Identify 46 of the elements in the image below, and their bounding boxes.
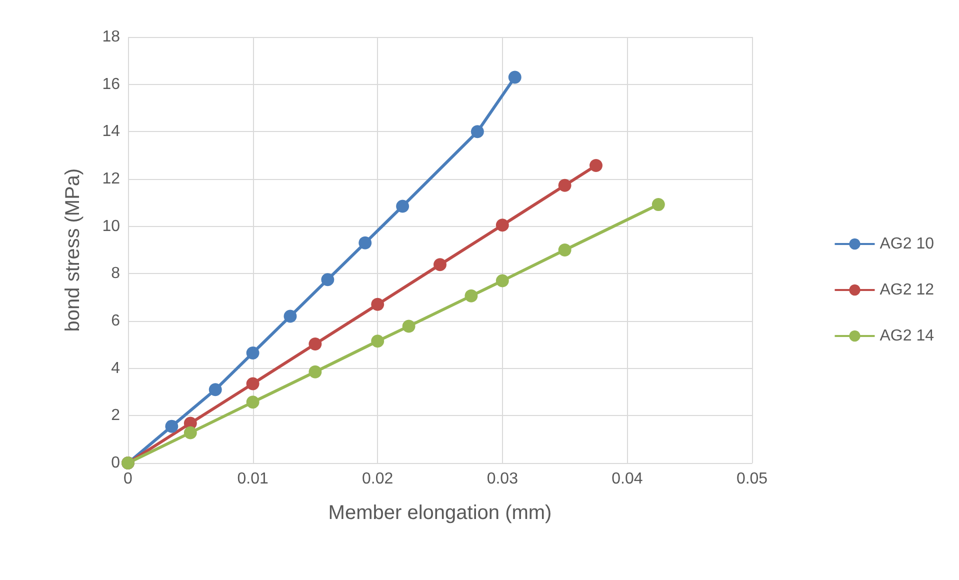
x-tick-label: 0.01 (237, 470, 268, 488)
legend-label: AG2 10 (880, 236, 934, 252)
y-tick-label: 6 (111, 312, 120, 330)
x-tick-label: 0.03 (486, 470, 518, 488)
y-tick-label: 16 (102, 76, 120, 93)
point (508, 70, 522, 84)
point (464, 289, 478, 302)
x-tick-label: 0.05 (736, 470, 768, 488)
point (434, 258, 446, 272)
point (496, 274, 509, 288)
x-tick-label: 0.02 (362, 470, 394, 488)
point (402, 320, 416, 333)
y-tick-label: 18 (102, 28, 120, 46)
y-tick-label: 2 (111, 407, 120, 424)
x-axis-title: Member elongation (mm) (328, 502, 552, 524)
y-tick-label: 0 (111, 454, 120, 472)
point (496, 218, 509, 232)
y-axis-title: bond stress (MPa) (62, 168, 84, 332)
y-tick-label: 12 (102, 170, 120, 188)
y-tick-label: 10 (102, 218, 120, 235)
x-tick-label: 0.04 (612, 470, 643, 488)
point (371, 298, 384, 311)
point (208, 383, 222, 396)
point (246, 346, 260, 360)
point (184, 426, 197, 440)
x-tick-label: 0 (124, 470, 133, 488)
point (358, 236, 372, 250)
legend-label: AG2 14 (880, 328, 934, 344)
point (652, 198, 665, 212)
y-tick-label: 4 (111, 360, 120, 377)
point (308, 337, 322, 350)
point (470, 125, 484, 138)
legend-label: AG2 12 (880, 282, 934, 298)
point (246, 377, 260, 390)
point (321, 273, 334, 286)
point (165, 420, 178, 433)
point (308, 365, 322, 378)
y-tick-label: 14 (102, 123, 120, 140)
point (590, 159, 602, 172)
point (558, 178, 572, 192)
point (284, 310, 297, 323)
y-tick-label: 8 (111, 265, 120, 282)
point (558, 244, 572, 256)
point (371, 334, 384, 348)
point (396, 200, 410, 213)
point (246, 396, 260, 409)
